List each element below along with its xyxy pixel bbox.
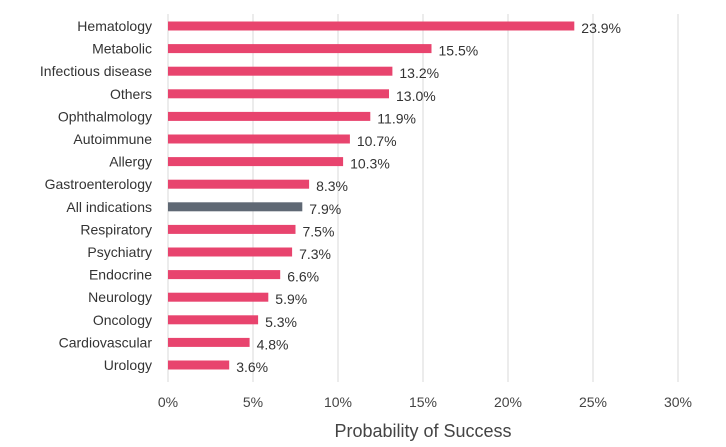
x-axis-title: Probability of Success [334, 421, 511, 441]
category-label: Psychiatry [87, 244, 152, 260]
category-label: Hematology [77, 18, 152, 34]
category-label: Allergy [109, 154, 152, 170]
bar [168, 89, 389, 99]
data-label: 5.3% [265, 314, 297, 330]
data-label: 5.9% [275, 291, 307, 307]
bar [168, 292, 269, 302]
value-labels: 23.9% 15.5%13.2% 13.0% 11.9% 10.7% 10.3%8.3% 7… [236, 20, 621, 375]
data-label: 13.2% [399, 65, 439, 81]
category-label: Urology [104, 357, 152, 373]
category-label: Ophthalmology [58, 108, 152, 124]
x-tick-label: 5% [243, 394, 263, 410]
data-label: 6.6% [287, 269, 319, 285]
category-label: Infectious disease [40, 63, 152, 79]
bar [168, 66, 393, 76]
data-label: 10.3% [350, 156, 390, 172]
category-label: Gastroenterology [45, 176, 152, 192]
x-axis-ticks: 0% 5% 10% 15% 20% 25% 30% [158, 394, 692, 410]
category-label: Autoimmune [73, 131, 152, 147]
bar [168, 111, 371, 121]
category-label: All indications [66, 199, 152, 215]
bars [168, 21, 575, 370]
bar [168, 134, 350, 144]
data-label: 7.5% [303, 223, 335, 239]
category-label: Respiratory [80, 221, 152, 237]
category-labels: Hematology Metabolic Infectious disease Oth… [40, 18, 152, 373]
x-tick-label: 15% [409, 394, 437, 410]
category-label: Oncology [93, 312, 152, 328]
bar [168, 337, 250, 347]
data-label: 13.0% [396, 88, 436, 104]
bar [168, 360, 230, 370]
x-tick-label: 10% [324, 394, 352, 410]
data-label: 4.8% [257, 336, 289, 352]
bar [168, 179, 310, 189]
data-label: 3.6% [236, 359, 268, 375]
bar [168, 44, 432, 54]
x-tick-label: 25% [579, 394, 607, 410]
category-label: Metabolic [92, 41, 152, 57]
x-tick-label: 0% [158, 394, 178, 410]
bar [168, 270, 281, 280]
data-label: 7.9% [309, 201, 341, 217]
bar [168, 224, 296, 234]
bar [168, 247, 293, 257]
bar [168, 157, 344, 167]
data-label: 23.9% [581, 20, 621, 36]
data-label: 7.3% [299, 246, 331, 262]
bar [168, 315, 259, 325]
category-label: Neurology [88, 289, 152, 305]
x-tick-label: 20% [494, 394, 522, 410]
data-label: 11.9% [377, 110, 416, 126]
category-label: Others [110, 86, 152, 102]
bar [168, 21, 575, 31]
category-label: Endocrine [89, 267, 152, 283]
bar [168, 202, 303, 212]
data-label: 10.7% [357, 133, 397, 149]
category-label: Cardiovascular [59, 334, 153, 350]
x-tick-label: 30% [664, 394, 692, 410]
data-label: 8.3% [316, 178, 348, 194]
data-label: 15.5% [439, 43, 479, 59]
